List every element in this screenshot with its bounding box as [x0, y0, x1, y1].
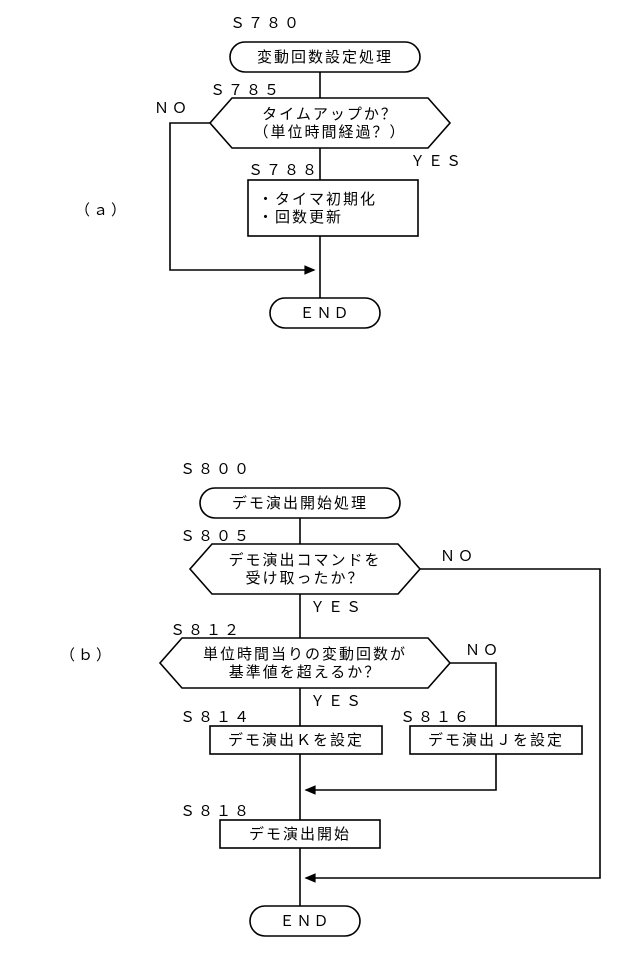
s805-no: ＮＯ: [440, 549, 476, 566]
s800-id: Ｓ８００: [180, 462, 252, 479]
s812-no: ＮＯ: [465, 643, 501, 660]
s785-dec-line-1: （単位時間経過？）: [253, 124, 406, 142]
section-b-label: （ｂ）: [60, 647, 114, 665]
s780-id: Ｓ７８０: [230, 16, 302, 33]
s780-term-text: 変動回数設定処理: [257, 49, 393, 67]
s816-id: Ｓ８１６: [400, 710, 472, 727]
s812-dec-line-1: 基準値を超えるか？: [229, 664, 382, 682]
s814-proc-text: デモ演出Ｋを設定: [228, 731, 364, 750]
s800-term-text: デモ演出開始処理: [232, 494, 368, 513]
s805-dec-line-0: デモ演出コマンドを: [228, 551, 381, 570]
a-end-term-text: ＥＮＤ: [299, 306, 350, 323]
s785-dec-line-0: タイムアップか？: [262, 106, 398, 124]
s805-yes: ＹＥＳ: [310, 600, 364, 617]
s788-proc-line-0: ・タイマ初期化: [258, 191, 377, 209]
s785-yes: ＹＥＳ: [410, 154, 464, 171]
s814-id: Ｓ８１４: [180, 710, 252, 727]
s812-dec-line-0: 単位時間当りの変動回数が: [203, 646, 407, 664]
s818-id: Ｓ８１８: [180, 804, 252, 821]
s816-proc-text: デモ演出Ｊを設定: [428, 731, 564, 750]
s788-proc-line-1: ・回数更新: [258, 209, 343, 227]
s812-yes: ＹＥＳ: [310, 694, 364, 711]
b-end-term-text: ＥＮＤ: [279, 914, 330, 931]
s805-dec-line-1: 受け取ったか？: [245, 570, 364, 588]
s785-no: ＮＯ: [154, 101, 190, 118]
section-a-label: （ａ）: [75, 202, 129, 220]
s788-id: Ｓ７８８: [248, 163, 320, 180]
s818-proc-text: デモ演出開始: [249, 825, 351, 844]
